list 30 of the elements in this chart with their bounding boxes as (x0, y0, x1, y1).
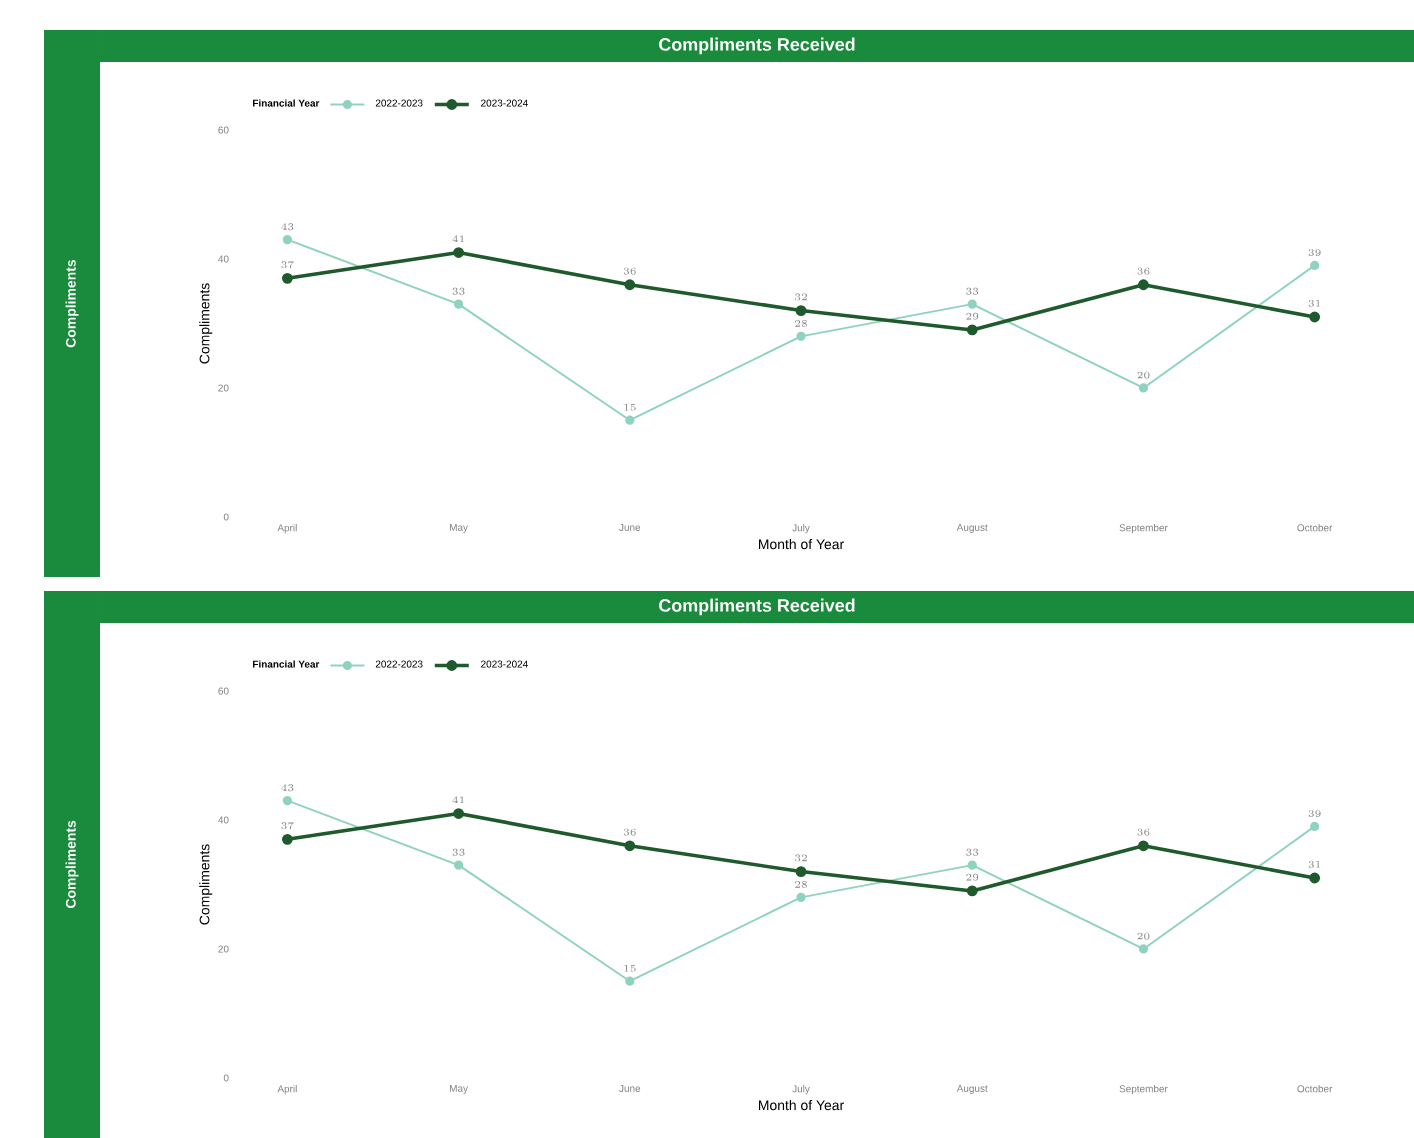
point (967, 860, 977, 870)
point (967, 299, 977, 309)
point (282, 235, 292, 245)
point (1310, 260, 1320, 271)
point (795, 866, 807, 877)
point (1310, 821, 1320, 832)
point (625, 415, 635, 425)
point (1309, 311, 1321, 323)
chart-title: Compliments Received (659, 598, 855, 616)
point (453, 860, 464, 870)
point (282, 796, 292, 806)
point (796, 331, 806, 341)
point (1138, 383, 1149, 393)
point (1138, 840, 1149, 852)
point (624, 279, 636, 291)
point (453, 808, 464, 819)
point (966, 885, 978, 897)
chart-title: Compliments Received (659, 37, 855, 55)
point (281, 833, 293, 845)
point (1138, 279, 1149, 291)
point (966, 324, 978, 336)
point (625, 976, 635, 986)
point (624, 840, 636, 852)
point (795, 305, 807, 316)
point (453, 299, 464, 309)
point (796, 892, 806, 902)
point (281, 272, 293, 284)
point (1138, 944, 1149, 954)
point (453, 247, 464, 258)
point (1309, 872, 1321, 884)
